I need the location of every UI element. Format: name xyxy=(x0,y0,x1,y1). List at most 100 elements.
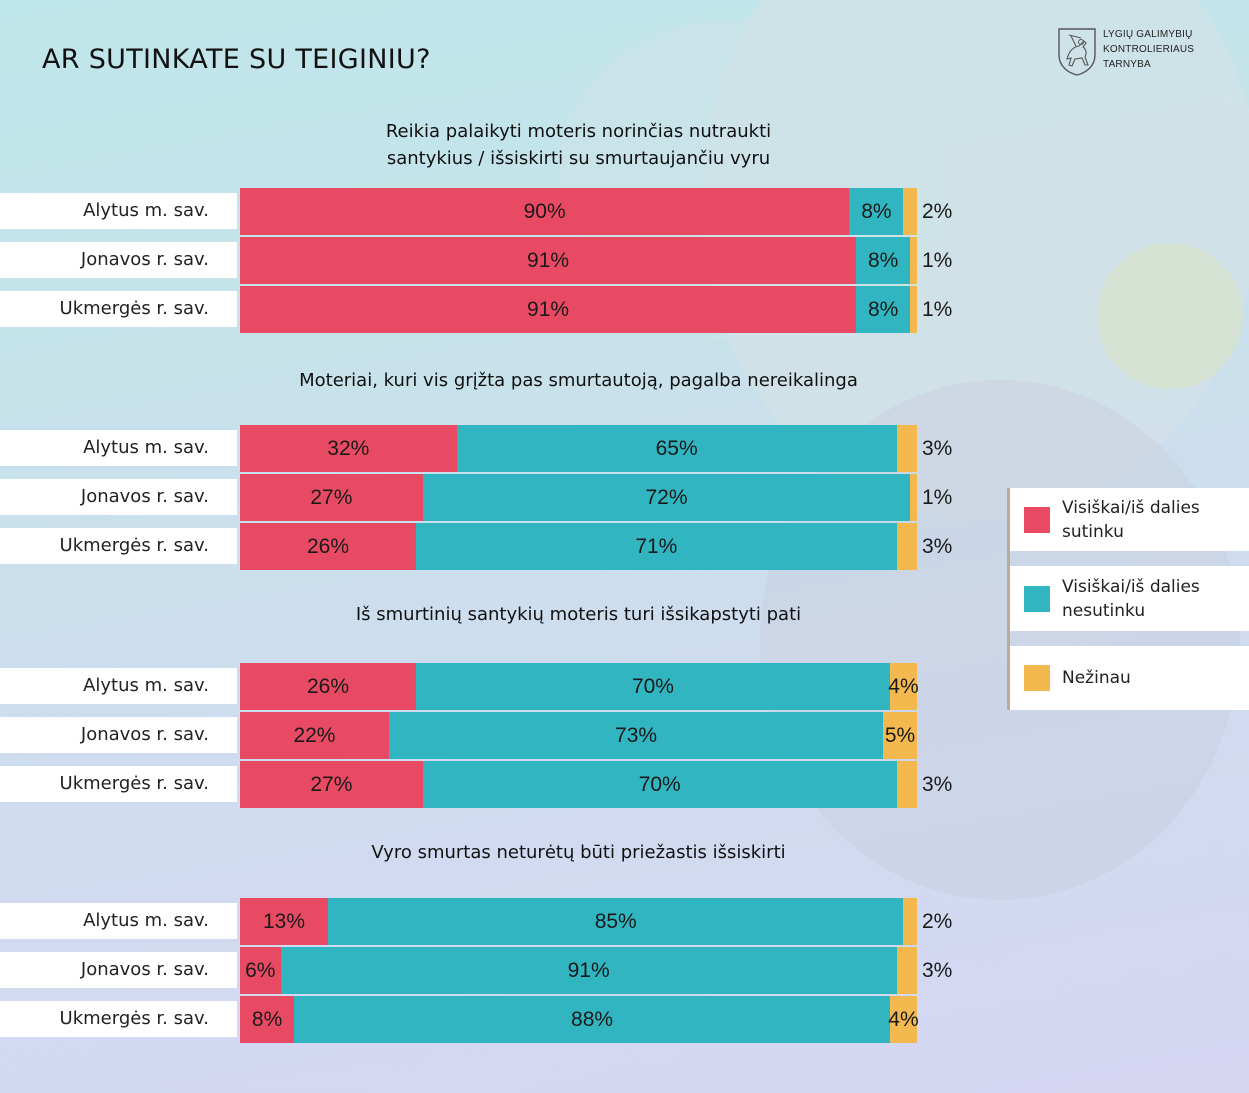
panel-title-line: Vyro smurtas neturėtų būti priežastis iš… xyxy=(371,842,786,863)
bar-segment-agree: 27% xyxy=(240,474,423,521)
data-label: 88% xyxy=(571,1007,614,1031)
data-label: 3% xyxy=(922,535,953,558)
category-label: Ukmergės r. sav. xyxy=(0,291,237,327)
organization-name-line: KONTROLIERIAUS xyxy=(1103,44,1195,55)
stacked-bar: 6% 91% xyxy=(240,947,917,994)
data-label: 70% xyxy=(638,772,681,796)
bar-segment-unknown xyxy=(896,947,917,994)
legend-item-disagree: Visiškai/iš dalies nesutinku xyxy=(1010,566,1249,631)
legend-label-line: Visiškai/iš dalies xyxy=(1062,497,1200,518)
data-label: 32% xyxy=(327,436,370,460)
bar-segment-unknown: 4% xyxy=(888,663,919,710)
legend-label-line: sutinku xyxy=(1062,521,1124,542)
data-label: 22% xyxy=(293,723,336,747)
bar-segment-unknown xyxy=(896,523,917,570)
bar-segment-disagree: 88% xyxy=(294,996,890,1043)
data-label: 70% xyxy=(631,674,674,698)
data-label: 27% xyxy=(310,485,353,509)
category-label: Jonavos r. sav. xyxy=(0,242,237,278)
background-circle xyxy=(1097,243,1243,389)
bar-segment-disagree: 8% xyxy=(856,286,911,333)
category-label: Alytus m. sav. xyxy=(0,903,237,939)
stacked-bar: 91% 8% xyxy=(240,237,917,284)
bar-segment-unknown: 5% xyxy=(883,712,917,759)
data-label: 8% xyxy=(861,199,892,223)
data-label: 8% xyxy=(251,1007,283,1031)
data-label: 65% xyxy=(655,436,698,460)
bar-segment-unknown xyxy=(910,286,917,333)
organization-name: LYGIŲ GALIMYBIŲ KONTROLIERIAUS TARNYBA xyxy=(1103,27,1194,72)
bar-segment-disagree: 85% xyxy=(328,898,904,945)
stacked-bar: 22% 73% 5% xyxy=(240,712,917,759)
legend-label-line: Visiškai/iš dalies xyxy=(1062,576,1200,597)
data-label: 3% xyxy=(922,437,953,460)
data-label: 4% xyxy=(888,1007,919,1031)
data-label: 8% xyxy=(867,297,899,321)
legend-item-unknown: Nežinau xyxy=(1010,646,1249,710)
data-label: 8% xyxy=(867,248,899,272)
bar-segment-unknown xyxy=(910,237,917,284)
data-label: 4% xyxy=(888,674,919,698)
data-label: 13% xyxy=(262,909,306,933)
legend-swatch-disagree xyxy=(1024,585,1050,612)
bar-segment-disagree: 70% xyxy=(416,663,890,710)
bar-segment-agree: 91% xyxy=(240,286,857,333)
stacked-bar: 27% 70% xyxy=(240,761,917,808)
panel-title-line: Reikia palaikyti moteris norinčias nutra… xyxy=(385,121,772,142)
legend-label: Nežinau xyxy=(1062,666,1131,690)
legend-swatch-agree xyxy=(1024,506,1050,533)
page-title: AR SUTINKATE SU TEIGINIU? xyxy=(42,44,431,75)
bar-segment-disagree: 8% xyxy=(856,237,911,284)
data-label: 26% xyxy=(306,534,350,558)
category-label: Alytus m. sav. xyxy=(0,668,237,704)
panel-title: Moteriai, kuri vis grįžta pas smurtautoj… xyxy=(240,367,917,394)
data-label: 3% xyxy=(922,773,953,796)
category-label: Jonavos r. sav. xyxy=(0,952,237,988)
category-label: Alytus m. sav. xyxy=(0,430,237,466)
bar-segment-disagree: 70% xyxy=(422,761,897,808)
bar-segment-agree: 90% xyxy=(240,188,850,235)
legend-item-agree: Visiškai/iš dalies sutinku xyxy=(1010,488,1249,551)
bar-segment-agree: 26% xyxy=(240,663,417,710)
bar-segment-unknown xyxy=(896,761,917,808)
bar-segment-disagree: 91% xyxy=(280,947,897,994)
data-label: 71% xyxy=(635,534,678,558)
panel-title-line: Iš smurtinių santykių moteris turi išsik… xyxy=(355,604,802,625)
legend-swatch-unknown xyxy=(1024,665,1050,691)
panel-title: Iš smurtinių santykių moteris turi išsik… xyxy=(240,601,917,628)
data-label: 1% xyxy=(922,298,953,321)
data-label: 72% xyxy=(645,485,688,509)
stacked-bar: 13% 85% xyxy=(240,898,917,945)
panel-title: Vyro smurtas neturėtų būti priežastis iš… xyxy=(240,839,917,866)
legend-label-line: Nežinau xyxy=(1062,668,1131,688)
category-label: Ukmergės r. sav. xyxy=(0,528,237,564)
category-label: Alytus m. sav. xyxy=(0,193,237,229)
bar-segment-agree: 13% xyxy=(240,898,328,945)
data-label: 26% xyxy=(306,674,350,698)
data-label: 2% xyxy=(922,200,953,223)
bar-segment-agree: 8% xyxy=(240,996,295,1043)
bar-segment-agree: 6% xyxy=(240,947,281,994)
stacked-bar: 91% 8% xyxy=(240,286,917,333)
bar-segment-unknown xyxy=(910,474,917,521)
bar-segment-disagree: 72% xyxy=(422,474,911,521)
category-label: Ukmergės r. sav. xyxy=(0,766,237,802)
vytis-coat-of-arms-icon xyxy=(1058,28,1096,76)
stacked-bar: 90% 8% xyxy=(240,188,917,235)
data-label: 1% xyxy=(922,249,953,272)
bar-segment-unknown xyxy=(903,188,917,235)
stacked-bar: 26% 71% xyxy=(240,523,917,570)
data-label: 5% xyxy=(884,723,916,747)
chart-legend: Visiškai/iš dalies sutinku Visiškai/iš d… xyxy=(1007,488,1249,710)
data-label: 27% xyxy=(310,772,353,796)
data-label: 91% xyxy=(527,297,570,321)
bar-segment-agree: 91% xyxy=(240,237,857,284)
organization-name-line: LYGIŲ GALIMYBIŲ xyxy=(1103,29,1193,40)
bar-segment-disagree: 71% xyxy=(416,523,897,570)
panel-title-line: santykius / išsiskirti su smurtaujančiu … xyxy=(386,148,771,169)
stacked-bar: 32% 65% xyxy=(240,425,917,472)
stacked-bar: 26% 70% 4% xyxy=(240,663,919,710)
bar-segment-disagree: 65% xyxy=(456,425,897,472)
bar-segment-disagree: 73% xyxy=(388,712,884,759)
data-label: 1% xyxy=(922,486,953,509)
